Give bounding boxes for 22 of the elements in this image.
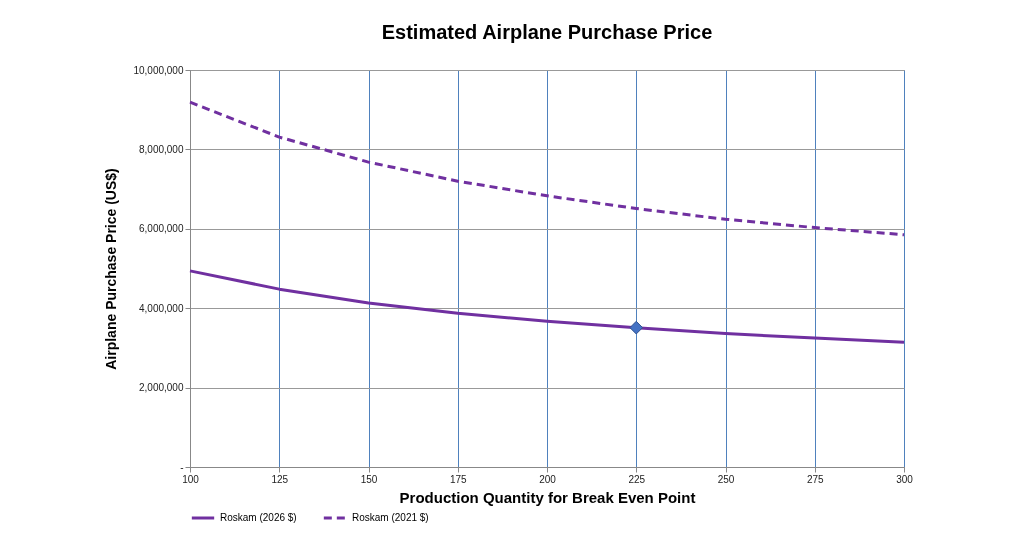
legend-label: Roskam (2026 $) <box>220 512 297 523</box>
x-tick-label: 225 <box>628 473 646 485</box>
line-series <box>188 100 906 237</box>
y-tick-label: 2,000,000 <box>139 382 184 394</box>
x-tick-label: 300 <box>896 473 914 485</box>
y-tick-label: 4,000,000 <box>139 302 184 314</box>
y-axis-title: Airplane Purchase Price (US$) <box>103 168 120 370</box>
x-axis-title: Production Quantity for Break Even Point <box>399 488 696 506</box>
chart-title: Estimated Airplane Purchase Price <box>381 21 713 43</box>
y-tick-label: 8,000,000 <box>139 143 184 155</box>
y-tick-label: 10,000,000 <box>133 64 184 76</box>
x-tick-label: 175 <box>449 473 468 485</box>
x-tick-label: 100 <box>182 473 200 485</box>
y-tick-label: 6,000,000 <box>139 223 184 235</box>
x-tick-label: 125 <box>271 473 289 485</box>
x-tick-label: 200 <box>539 473 557 485</box>
line-series <box>188 269 906 344</box>
y-tick-label: - <box>180 461 184 473</box>
x-tick-label: 150 <box>360 473 378 485</box>
x-tick-label: 250 <box>717 473 735 485</box>
x-tick-label: 275 <box>806 473 825 485</box>
legend-label: Roskam (2021 $) <box>352 512 429 523</box>
